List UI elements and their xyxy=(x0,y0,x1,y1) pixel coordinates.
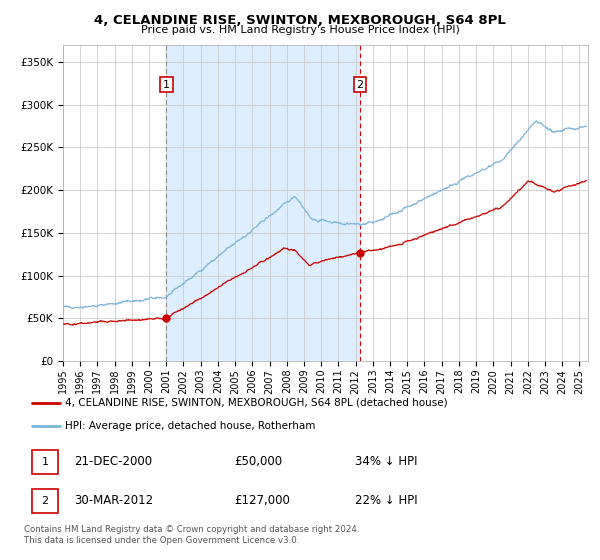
Text: 22% ↓ HPI: 22% ↓ HPI xyxy=(355,494,418,507)
Text: £50,000: £50,000 xyxy=(234,455,282,468)
Bar xyxy=(166,45,360,361)
Text: Price paid vs. HM Land Registry's House Price Index (HPI): Price paid vs. HM Land Registry's House … xyxy=(140,25,460,35)
Text: 21-DEC-2000: 21-DEC-2000 xyxy=(74,455,152,468)
Text: 1: 1 xyxy=(163,80,170,90)
Text: 30-MAR-2012: 30-MAR-2012 xyxy=(74,494,153,507)
Text: 4, CELANDINE RISE, SWINTON, MEXBOROUGH, S64 8PL: 4, CELANDINE RISE, SWINTON, MEXBOROUGH, … xyxy=(94,14,506,27)
Text: Contains HM Land Registry data © Crown copyright and database right 2024.
This d: Contains HM Land Registry data © Crown c… xyxy=(24,525,359,545)
Text: 1: 1 xyxy=(41,457,49,467)
Text: 2: 2 xyxy=(356,80,364,90)
Text: 34% ↓ HPI: 34% ↓ HPI xyxy=(355,455,418,468)
Text: 4, CELANDINE RISE, SWINTON, MEXBOROUGH, S64 8PL (detached house): 4, CELANDINE RISE, SWINTON, MEXBOROUGH, … xyxy=(65,398,448,408)
Text: £127,000: £127,000 xyxy=(234,494,290,507)
FancyBboxPatch shape xyxy=(32,450,58,474)
FancyBboxPatch shape xyxy=(32,489,58,513)
Text: 2: 2 xyxy=(41,496,49,506)
Text: HPI: Average price, detached house, Rotherham: HPI: Average price, detached house, Roth… xyxy=(65,421,316,431)
